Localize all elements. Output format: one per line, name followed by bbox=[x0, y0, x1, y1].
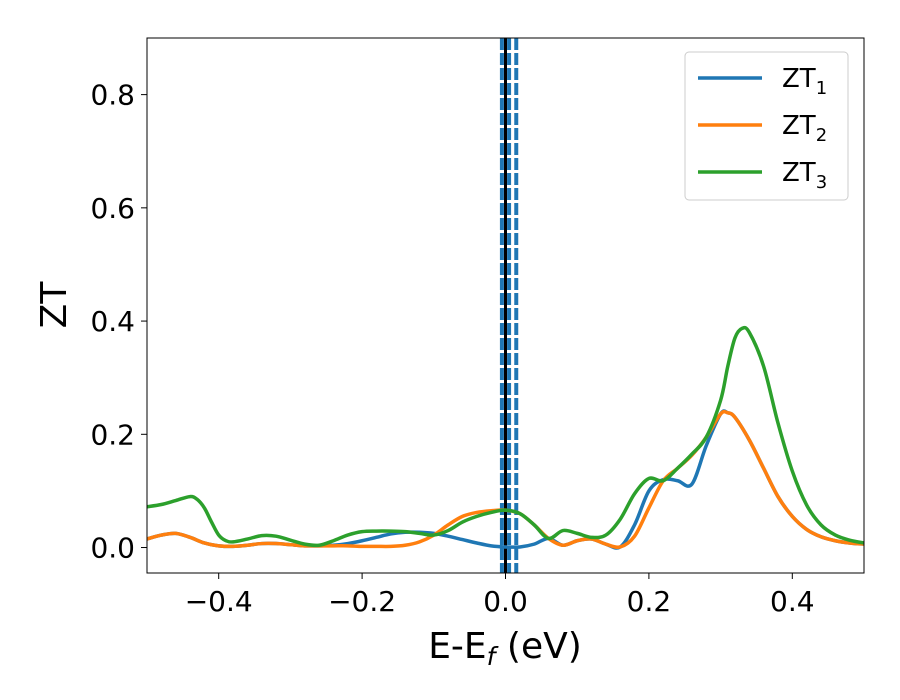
series-line-zt3 bbox=[147, 325, 864, 548]
x-tick-label: 0.4 bbox=[770, 585, 815, 618]
y-axis-label: ZT bbox=[34, 281, 75, 329]
x-tick-label: −0.2 bbox=[328, 585, 396, 618]
legend-label-zt1: ZT1 bbox=[782, 64, 827, 99]
y-tick-label: 0.0 bbox=[90, 532, 135, 565]
x-axis-ticks: −0.4 −0.2 0.0 0.2 0.4 bbox=[185, 573, 815, 618]
y-tick-label: 0.8 bbox=[90, 79, 135, 112]
y-tick-label: 0.2 bbox=[90, 418, 135, 451]
x-tick-label: 0.0 bbox=[483, 585, 528, 618]
y-tick-label: 0.4 bbox=[90, 305, 135, 338]
legend-label-zt2: ZT2 bbox=[782, 111, 827, 146]
legend-label-zt3: ZT3 bbox=[782, 158, 827, 193]
x-tick-label: 0.2 bbox=[627, 585, 672, 618]
legend-box bbox=[684, 51, 849, 201]
x-axis-label: E-Ef (eV) bbox=[428, 626, 582, 671]
y-axis-ticks: 0.0 0.2 0.4 0.6 0.8 bbox=[90, 79, 147, 565]
series-lines bbox=[147, 325, 864, 550]
x-tick-label: −0.4 bbox=[185, 585, 253, 618]
legend: ZT1 ZT2 ZT3 bbox=[684, 51, 849, 201]
y-tick-label: 0.6 bbox=[90, 192, 135, 225]
vertical-reference-lines bbox=[499, 38, 519, 573]
